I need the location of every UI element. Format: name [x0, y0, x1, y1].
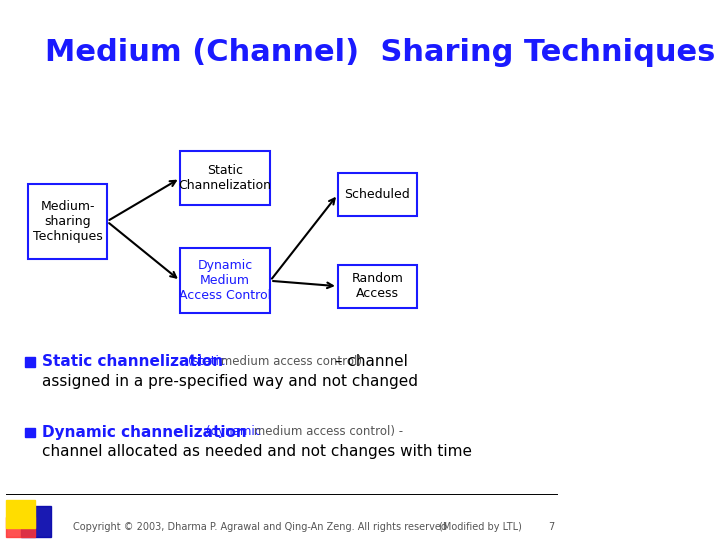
Text: Dynamic
Medium
Access Control: Dynamic Medium Access Control: [179, 259, 271, 302]
FancyBboxPatch shape: [180, 151, 270, 205]
Text: (Modified by LTL): (Modified by LTL): [439, 522, 522, 532]
Text: (dynamic: (dynamic: [207, 426, 261, 438]
FancyBboxPatch shape: [338, 265, 417, 308]
Text: medium access control) -: medium access control) -: [250, 426, 402, 438]
Bar: [25, 428, 35, 437]
Text: Dynamic channelization: Dynamic channelization: [42, 424, 252, 440]
Text: (static: (static: [188, 355, 225, 368]
Text: Scheduled: Scheduled: [344, 188, 410, 201]
Text: channel allocated as needed and not changes with time: channel allocated as needed and not chan…: [42, 444, 472, 460]
Bar: [6, 500, 35, 528]
Text: assigned in a pre-specified way and not changed: assigned in a pre-specified way and not …: [42, 374, 418, 389]
Bar: [25, 357, 35, 367]
Text: Static
Channelization: Static Channelization: [179, 164, 271, 192]
FancyBboxPatch shape: [28, 184, 107, 259]
Bar: [6, 517, 35, 537]
Text: medium access control): medium access control): [217, 355, 362, 368]
Text: Medium (Channel)  Sharing Techniques: Medium (Channel) Sharing Techniques: [45, 38, 716, 67]
Text: Random
Access: Random Access: [351, 272, 403, 300]
Text: Static channelization: Static channelization: [42, 354, 228, 369]
Bar: [22, 506, 50, 537]
Text: Medium-
sharing
Techniques: Medium- sharing Techniques: [32, 200, 102, 243]
FancyBboxPatch shape: [338, 173, 417, 216]
FancyBboxPatch shape: [180, 248, 270, 313]
Text: – channel: – channel: [330, 354, 408, 369]
Text: Copyright © 2003, Dharma P. Agrawal and Qing-An Zeng. All rights reserved: Copyright © 2003, Dharma P. Agrawal and …: [73, 522, 447, 532]
Text: 7: 7: [549, 522, 554, 532]
